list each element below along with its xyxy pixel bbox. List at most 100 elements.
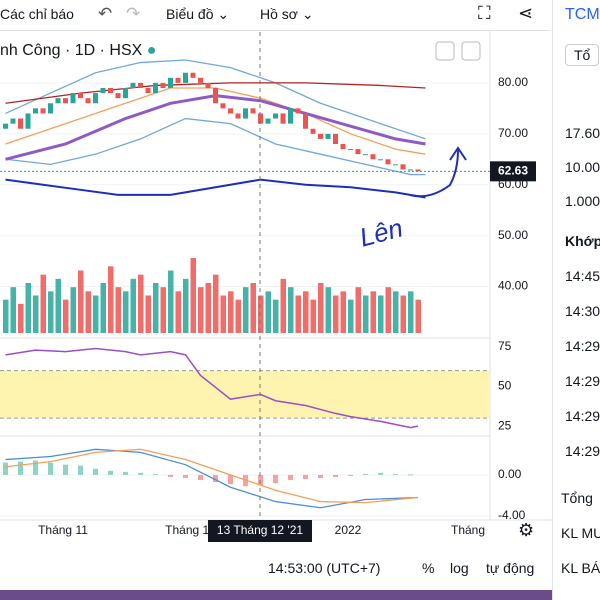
chart: 80.0070.0060.0050.0040.0062.637550250.00… — [0, 30, 552, 542]
candle — [85, 98, 91, 104]
rsi-band — [0, 370, 490, 419]
macd-hist — [228, 474, 233, 485]
auto-toggle[interactable]: tự động — [486, 560, 535, 576]
side-time: 14:30 — [565, 303, 600, 319]
overlay-line — [5, 82, 426, 104]
volume-bar — [40, 274, 46, 333]
time-settings[interactable]: ⚙ — [518, 520, 534, 540]
volume-bar — [408, 291, 414, 333]
candle — [108, 88, 113, 94]
candle — [48, 103, 53, 114]
volume-bar — [415, 299, 421, 333]
macd-hist — [18, 461, 23, 475]
side-footer: KL MU — [561, 525, 600, 541]
volume-bar — [138, 274, 144, 333]
candle — [333, 133, 338, 144]
candle — [198, 77, 203, 83]
volume-bar — [280, 278, 286, 333]
volume-bar — [378, 295, 384, 333]
settings-button[interactable] — [461, 41, 481, 61]
log-toggle[interactable]: log — [450, 560, 469, 576]
volume-bar — [145, 295, 151, 333]
candle — [213, 88, 218, 104]
volume-bar — [10, 287, 16, 333]
legend-exchange: HSX — [109, 42, 143, 59]
volume-bar — [93, 295, 99, 333]
macd-hist — [348, 474, 353, 476]
redo[interactable]: ↷ — [126, 4, 141, 23]
candle — [325, 133, 331, 139]
down-button[interactable] — [435, 41, 455, 61]
macd-hist — [93, 468, 98, 475]
side-price: 1.000 — [565, 193, 600, 209]
crosshair-label: 13 Tháng 12 '21 — [217, 523, 303, 537]
macd-hist — [318, 474, 323, 478]
chart-button[interactable]: Biểu đồ ⌄ — [166, 6, 230, 22]
macd-hist — [333, 474, 338, 477]
volume-bar — [33, 295, 39, 333]
side-header: Khớp — [565, 233, 600, 249]
percent-toggle[interactable]: % — [422, 560, 435, 576]
side-time: 14:29 — [565, 338, 600, 354]
macd-hist — [198, 474, 203, 481]
overlay-line — [5, 178, 426, 199]
macd-hist — [63, 464, 68, 475]
side-button[interactable]: Tổ — [565, 44, 600, 66]
side-footer: KL BÁ — [561, 560, 600, 576]
price-badge — [490, 161, 536, 182]
macd-hist — [303, 474, 308, 480]
rsi-tick-label: 50 — [498, 379, 512, 393]
candle — [385, 159, 391, 165]
hand-drawn-arrow — [409, 146, 467, 198]
indicators-button[interactable]: Các chỉ báo — [0, 6, 74, 22]
toolbar: Các chỉ báo ↶ ↷ Biểu đồ ⌄ Hồ sơ ⌄ ⛶ ⋖ — [0, 0, 550, 31]
macd-hist — [378, 472, 383, 475]
fullscreen[interactable]: ⛶ — [478, 3, 491, 23]
side-time: 14:29 — [565, 443, 600, 459]
overlay-line — [5, 59, 426, 140]
volume-bar — [25, 283, 31, 333]
y-tick-label: 50.00 — [498, 228, 528, 242]
side-time: 14:45 — [565, 268, 600, 284]
volume-bar — [310, 299, 316, 333]
legend: nh Công · 1D · HSX ● — [0, 42, 157, 59]
volume-bar — [340, 291, 346, 333]
volume-bar — [333, 295, 339, 333]
volume-bar — [355, 287, 361, 333]
volume-bar — [183, 278, 189, 333]
macd-hist — [363, 473, 368, 475]
candle — [3, 123, 8, 129]
macd-hist — [273, 474, 278, 484]
price-label: 62.63 — [498, 164, 528, 178]
candle — [310, 128, 316, 134]
macd-line — [5, 448, 419, 504]
y-tick-label: 0.00 — [498, 467, 522, 481]
candle — [408, 169, 413, 171]
volume-bar — [63, 299, 69, 333]
candle — [130, 82, 136, 88]
time-label: Tháng — [451, 523, 485, 537]
overlay-line — [5, 117, 426, 176]
candle — [265, 118, 271, 124]
volume-bar — [228, 291, 234, 333]
profile-button[interactable]: Hồ sơ ⌄ — [260, 6, 314, 22]
candle — [400, 164, 406, 170]
share[interactable]: ⋖ — [518, 3, 534, 23]
macd-hist — [33, 460, 38, 475]
volume-bar — [243, 287, 249, 333]
chart-label: Biểu đồ — [166, 6, 214, 22]
volume-bar — [235, 299, 241, 333]
candle — [70, 93, 76, 104]
volume-bar — [198, 287, 204, 333]
candle — [33, 108, 38, 114]
volume-bar — [70, 287, 76, 333]
macd-hist — [168, 474, 173, 477]
overlay-line — [5, 94, 426, 161]
overlay-line — [5, 87, 426, 155]
macd-hist — [108, 470, 113, 475]
undo[interactable]: ↶ — [98, 4, 113, 23]
side-footer: Tổng — [561, 490, 593, 506]
side-panel: TCM Tổ 17.60 10.00 1.000 Khớp 14:45 14:30 14:2… — [552, 0, 600, 600]
candle — [115, 93, 121, 99]
